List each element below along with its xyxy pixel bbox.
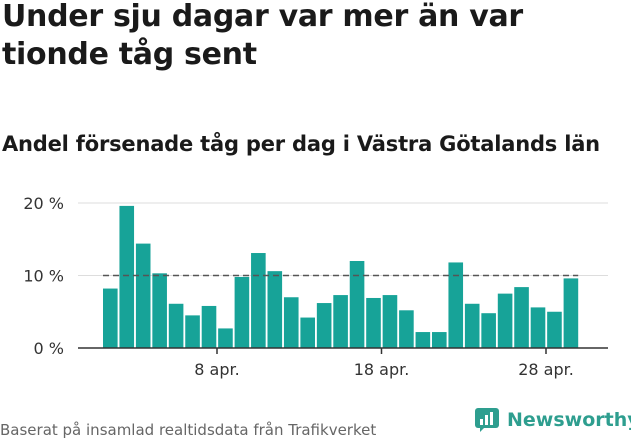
bar: [316, 303, 332, 348]
bar: [300, 317, 315, 348]
bar: [497, 293, 513, 348]
brand-logo: Newsworthy: [474, 405, 631, 435]
bar: [333, 295, 348, 348]
chart-subtitle: Andel försenade tåg per dag i Västra Göt…: [2, 132, 600, 156]
bar: [366, 297, 381, 348]
bar: [119, 205, 135, 348]
bar: [185, 315, 200, 348]
bar: [464, 303, 480, 348]
bar: [563, 278, 579, 348]
bar: [432, 332, 447, 348]
x-tick-label: 8 apr.: [194, 360, 239, 379]
bar: [152, 273, 167, 348]
x-tick-label: 28 apr.: [518, 360, 574, 379]
bar: [547, 311, 562, 348]
y-tick-label: 20 %: [23, 194, 64, 213]
bar: [514, 287, 529, 348]
x-tick-label: 18 apr.: [354, 360, 410, 379]
bar: [481, 313, 496, 348]
bar: [382, 295, 398, 348]
bar: [103, 288, 118, 348]
bar: [234, 276, 250, 348]
bar: [218, 328, 233, 348]
bar: [530, 307, 546, 348]
bar: [135, 243, 151, 348]
bar: [349, 261, 365, 348]
y-tick-label: 10 %: [23, 267, 64, 286]
bar: [251, 253, 266, 348]
brand-name: Newsworthy: [507, 409, 631, 431]
bar: [415, 332, 431, 348]
newsworthy-chart-icon: [475, 408, 499, 432]
bar-chart: 0 % 10 % 20 % 8 apr. 18 apr. 28 apr.: [23, 194, 608, 379]
source-note: Baserat på insamlad realtidsdata från Tr…: [0, 421, 377, 439]
bar: [267, 271, 283, 348]
chart-headline: Under sju dagar var mer än var tionde tå…: [2, 0, 523, 72]
y-tick-label: 0 %: [34, 339, 64, 358]
bar: [283, 297, 299, 348]
bar: [201, 305, 217, 348]
bar: [448, 262, 464, 348]
bar: [399, 310, 414, 348]
bar: [168, 303, 184, 348]
